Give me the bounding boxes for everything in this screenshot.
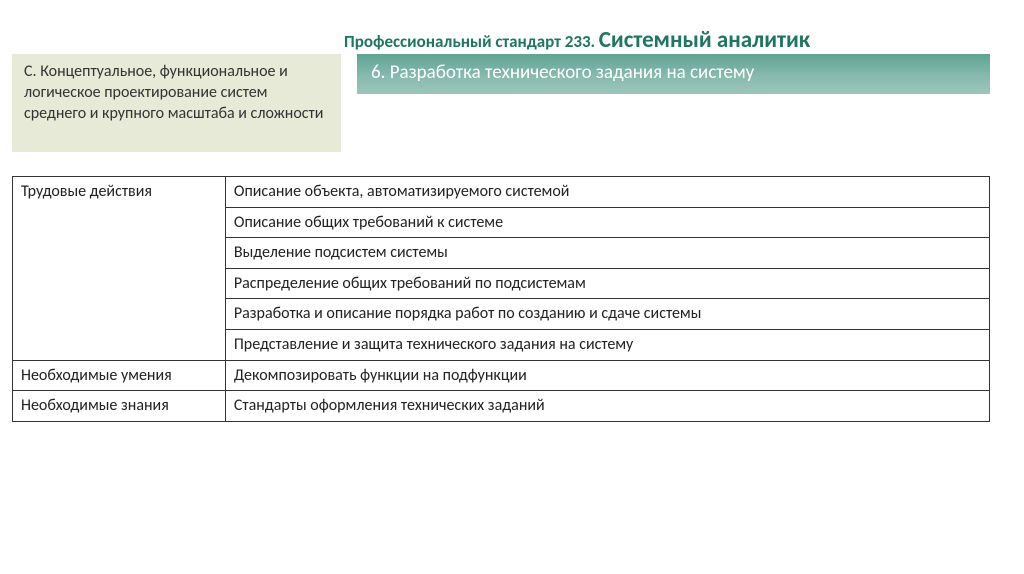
title-main: Системный аналитик [599,26,810,54]
row-value: Выделение подсистем системы [225,238,989,269]
title-prefix: Профессиональный стандарт 233. [344,31,595,52]
table-row: Трудовые действия Описание объекта, авто… [13,177,990,208]
table-row: Необходимые знания Стандарты оформления … [13,391,990,422]
row-value: Распределение общих требований по подсис… [225,268,989,299]
category-box: С. Концептуальное, функциональное и логи… [12,54,341,152]
row-label: Трудовые действия [13,177,226,361]
row-value: Описание объекта, автоматизируемого сист… [225,177,989,208]
page-title: Профессиональный стандарт 233. Системный… [344,26,810,54]
row-value: Описание общих требований к системе [225,207,989,238]
competency-table: Трудовые действия Описание объекта, авто… [12,176,990,422]
row-value: Разработка и описание порядка работ по с… [225,299,989,330]
table-row: Необходимые умения Декомпозировать функц… [13,360,990,391]
section-header-text: 6. Разработка технического задания на си… [371,61,754,84]
row-value: Представление и защита технического зада… [225,329,989,360]
category-text: С. Концептуальное, функциональное и логи… [24,62,323,123]
row-label: Необходимые знания [13,391,226,422]
section-header: 6. Разработка технического задания на си… [357,54,990,94]
row-value: Декомпозировать функции на подфункции [225,360,989,391]
row-label: Необходимые умения [13,360,226,391]
row-value: Стандарты оформления технических заданий [225,391,989,422]
